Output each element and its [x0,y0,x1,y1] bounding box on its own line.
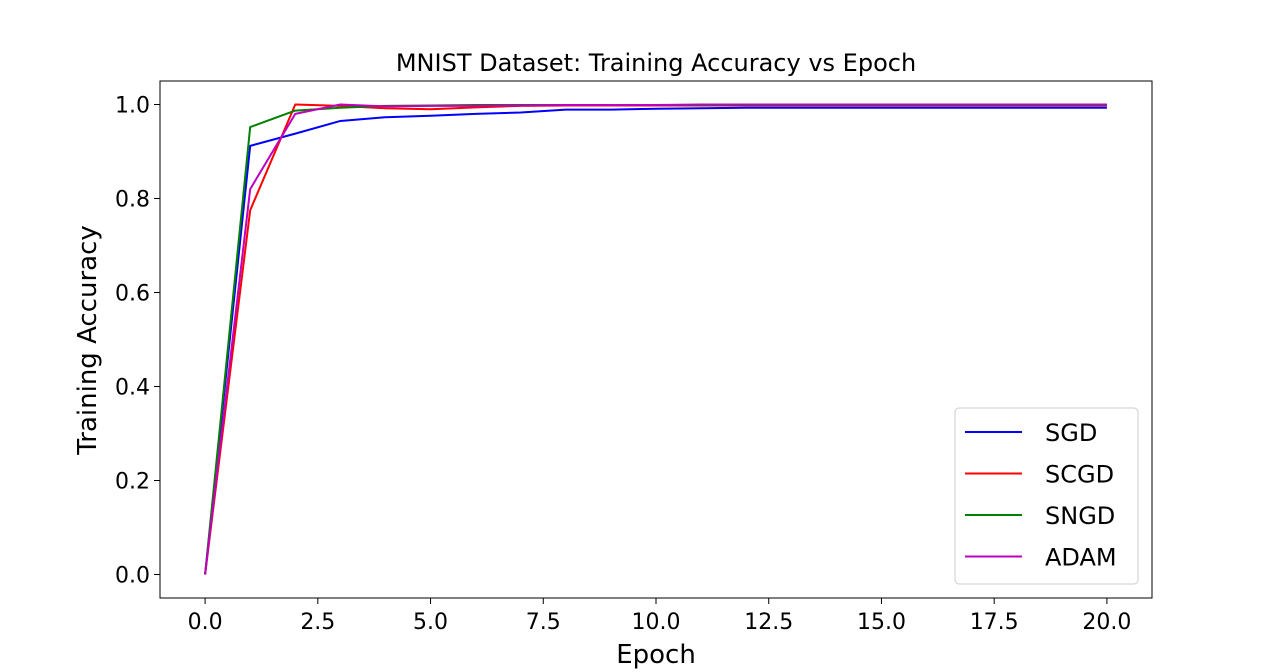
y-tick-label: 0.6 [115,282,150,307]
x-axis-label: Epoch [616,640,696,670]
y-tick-label: 1.0 [115,94,150,119]
y-tick-label: 0.0 [115,564,150,589]
series-line-adam [204,103,1107,575]
y-axis-label: Training Accuracy [73,225,103,456]
x-tick-label: 17.5 [970,610,1019,635]
legend-label-adam: ADAM [1045,544,1117,572]
x-tick-label: 7.5 [526,610,561,635]
y-tick-label: 0.2 [115,470,150,495]
chart-title: MNIST Dataset: Training Accuracy vs Epoc… [396,49,916,77]
x-tick-label: 10.0 [632,610,681,635]
legend-label-sngd: SNGD [1045,502,1115,530]
x-tick-label: 5.0 [413,610,448,635]
x-tick-label: 12.5 [744,610,793,635]
x-tick-label: 20.0 [1082,610,1131,635]
x-tick-label: 0.0 [188,610,223,635]
legend-box [954,407,1139,585]
x-tick-label: 2.5 [300,610,335,635]
legend-label-sgd: SGD [1045,419,1097,447]
y-tick-label: 0.4 [115,376,150,401]
x-tick-label: 15.0 [857,610,906,635]
legend: SGD SCGD SNGD ADAM [954,407,1139,585]
series-line-sgd [204,106,1107,575]
y-tick-label: 0.8 [115,188,150,213]
legend-label-scgd: SCGD [1045,461,1114,489]
